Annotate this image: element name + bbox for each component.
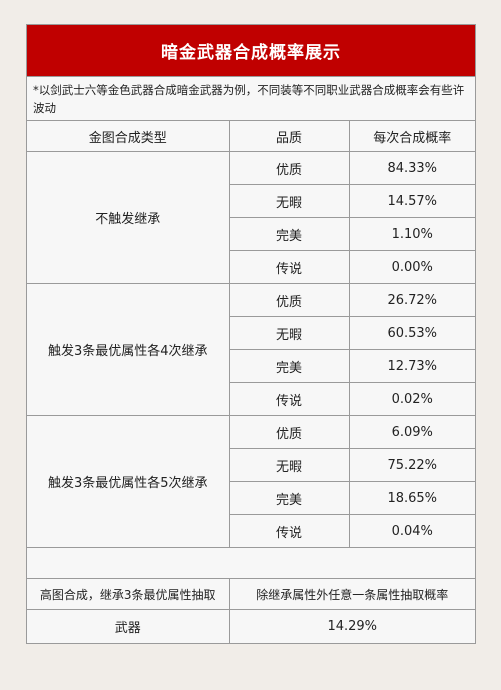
panel-title: 暗金武器合成概率展示 <box>27 25 475 76</box>
quality-cell: 无暇 <box>229 448 350 482</box>
footer-left-header: 高图合成，继承3条最优属性抽取 <box>27 578 230 610</box>
table-row: 不触发继承 优质 84.33% <box>27 151 475 284</box>
group-name: 触发3条最优属性各4次继承 <box>27 283 230 416</box>
quality-cell: 传说 <box>229 382 350 416</box>
quality-cell: 完美 <box>229 217 350 251</box>
footer-header-row: 高图合成，继承3条最优属性抽取 除继承属性外任意一条属性抽取概率 <box>27 578 475 610</box>
quality-cell: 优质 <box>228 283 350 317</box>
footer-value-row: 武器 14.29% <box>27 609 475 643</box>
table-row: 触发3条最优属性各4次继承 优质 26.72% <box>27 283 475 416</box>
quality-cell: 优质 <box>228 415 350 449</box>
probability-cell: 18.65% <box>348 481 475 515</box>
probability-cell: 1.10% <box>348 217 475 251</box>
quality-cell: 优质 <box>228 151 350 185</box>
table-row: 完美 1.10% <box>27 217 475 251</box>
quality-cell: 完美 <box>229 349 350 383</box>
table-row: 传说 0.02% <box>27 382 475 416</box>
note-text: *以剑武士六等金色武器合成暗金武器为例，不同装等不同职业武器合成概率会有些许波动 <box>27 76 475 120</box>
quality-cell: 完美 <box>229 481 350 515</box>
table-row: 无暇 14.57% <box>27 184 475 218</box>
table-row: 无暇 60.53% <box>27 316 475 350</box>
table-row: 完美 18.65% <box>27 481 475 515</box>
footer-right-header: 除继承属性外任意一条属性抽取概率 <box>228 578 475 610</box>
header-probability: 每次合成概率 <box>348 120 475 152</box>
probability-cell: 14.57% <box>348 184 475 218</box>
footer-item: 武器 <box>27 609 230 643</box>
table-row: 触发3条最优属性各5次继承 优质 6.09% <box>27 415 475 548</box>
table-row: 无暇 75.22% <box>27 448 475 482</box>
header-quality: 品质 <box>228 120 350 152</box>
probability-cell: 26.72% <box>348 283 475 317</box>
group-name: 触发3条最优属性各5次继承 <box>27 415 230 548</box>
probability-table: 金图合成类型 品质 每次合成概率 不触发继承 优质 84.33% 无暇 14.5… <box>27 120 475 643</box>
spacer-cell <box>27 547 475 579</box>
probability-cell: 0.00% <box>348 250 475 284</box>
quality-cell: 传说 <box>229 514 350 548</box>
table-header-row: 金图合成类型 品质 每次合成概率 <box>27 120 475 152</box>
probability-cell: 12.73% <box>348 349 475 383</box>
probability-cell: 0.02% <box>348 382 475 416</box>
group-name: 不触发继承 <box>27 151 230 284</box>
header-type: 金图合成类型 <box>27 120 230 152</box>
spacer-row <box>27 547 475 579</box>
probability-cell: 0.04% <box>348 514 475 548</box>
probability-cell: 60.53% <box>348 316 475 350</box>
probability-cell: 75.22% <box>348 448 475 482</box>
quality-cell: 无暇 <box>229 316 350 350</box>
quality-cell: 无暇 <box>229 184 350 218</box>
table-row: 完美 12.73% <box>27 349 475 383</box>
quality-cell: 传说 <box>229 250 350 284</box>
footer-value: 14.29% <box>228 609 475 643</box>
probability-cell: 6.09% <box>348 415 475 449</box>
table-row: 传说 0.04% <box>27 514 475 548</box>
probability-cell: 84.33% <box>348 151 475 185</box>
probability-panel: 暗金武器合成概率展示 *以剑武士六等金色武器合成暗金武器为例，不同装等不同职业武… <box>26 24 476 644</box>
